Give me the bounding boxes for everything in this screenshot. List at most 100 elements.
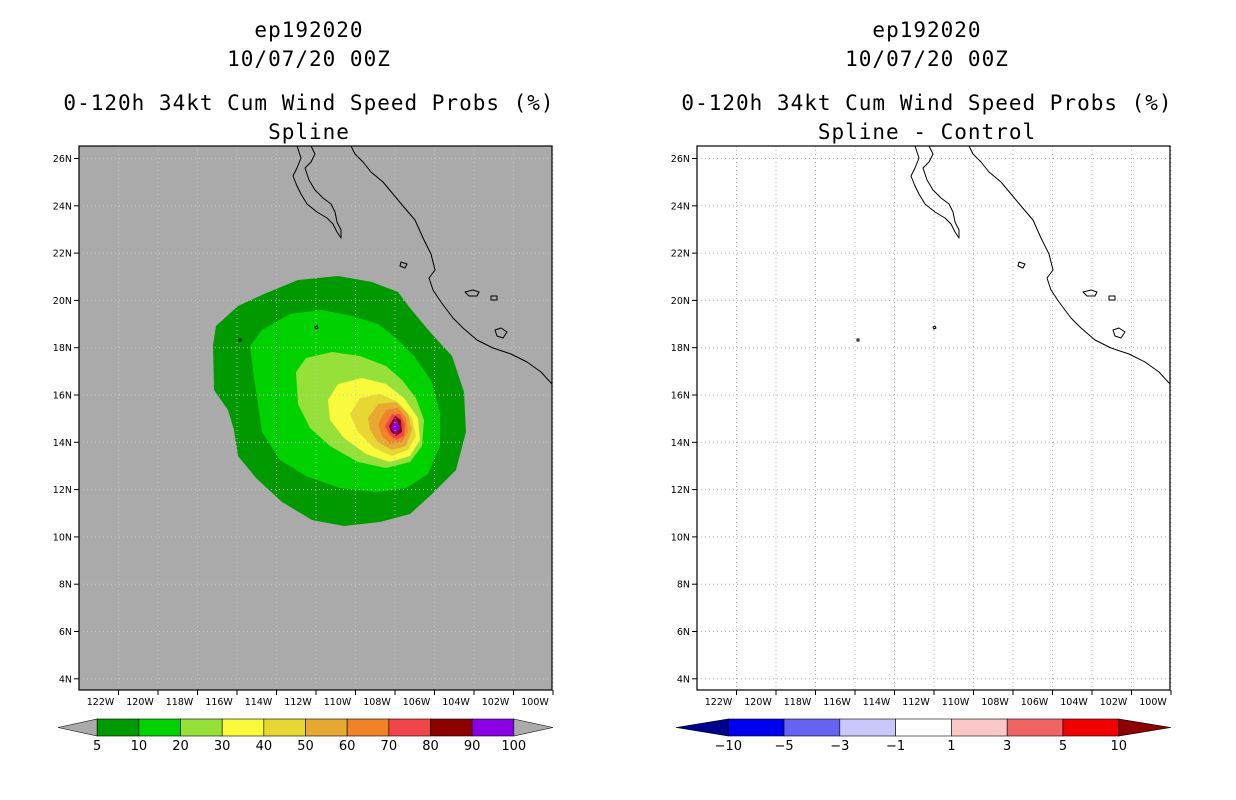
left-product-title: 0-120h 34kt Cum Wind Speed Probs (%) — [63, 91, 555, 115]
right-colorbar-label: 1 — [947, 739, 955, 754]
left-colorbar-swatch — [96, 718, 140, 737]
right-colorbar-label: 10 — [1110, 739, 1127, 754]
lon-tick-label: 108W — [981, 697, 1009, 708]
lat-tick-label: 6N — [59, 627, 72, 638]
lon-tick-label: 104W — [1060, 697, 1088, 708]
lat-tick-label: 20N — [671, 296, 690, 307]
right-gridlines — [697, 146, 1172, 690]
lat-tick-label: 22N — [671, 249, 690, 260]
lat-tick-label: 4N — [59, 674, 72, 685]
lon-tick-label: 112W — [902, 697, 930, 708]
left-panel: ep192020 10/07/20 00Z 0-120h 34kt Cum Wi… — [63, 18, 555, 144]
right-map: 26N 24N 22N 20N 18N 16N 14N 12N 10N 8N 6N 4N 122W 120… — [671, 145, 1172, 754]
left-colorbar-swatch — [138, 718, 181, 737]
island-outline — [932, 325, 937, 330]
left-colorbar-swatch — [221, 718, 265, 737]
lon-tick-label: 100W — [521, 697, 549, 708]
right-colorbar-label: −3 — [830, 739, 849, 754]
left-colorbar-label: 100 — [501, 739, 526, 754]
lat-tick-label: 14N — [671, 438, 690, 449]
island-outline — [1082, 289, 1098, 297]
lat-tick-label: 6N — [677, 627, 690, 638]
left-colorbar: 5 10 20 30 40 50 60 70 80 90 100 — [57, 718, 554, 754]
lat-tick-label: 14N — [53, 438, 72, 449]
right-colorbar: −10 −5 −3 −1 1 3 5 10 — [675, 718, 1172, 754]
coastline-segment — [910, 145, 960, 239]
left-colorbar-label: 80 — [422, 739, 439, 754]
left-colorbar-swatch — [346, 718, 390, 737]
left-colorbar-swatch — [305, 718, 348, 737]
island-outline — [238, 338, 242, 342]
left-colorbar-label: 50 — [297, 739, 314, 754]
left-colorbar-low-arrow — [57, 718, 98, 737]
left-colorbar-swatch — [388, 718, 431, 737]
left-colorbar-label: 70 — [381, 739, 398, 754]
lat-tick-label: 10N — [53, 532, 72, 543]
left-colorbar-swatch — [180, 718, 223, 737]
lon-tick-label: 114W — [863, 697, 891, 708]
lon-tick-label: 110W — [324, 697, 352, 708]
lat-tick-label: 8N — [677, 580, 690, 591]
lat-tick-label: 24N — [671, 201, 690, 212]
right-colorbar-swatch — [1062, 718, 1120, 737]
island-outline — [464, 289, 480, 297]
left-coastline — [238, 145, 553, 385]
coastline-segment — [292, 145, 342, 239]
lat-tick-label: 18N — [671, 343, 690, 354]
right-coastline — [856, 145, 1171, 385]
lon-tick-label: 106W — [403, 697, 431, 708]
left-colorbar-swatch — [430, 718, 473, 737]
lat-tick-label: 18N — [53, 343, 72, 354]
right-subtitle: Spline - Control — [817, 120, 1037, 144]
right-panel: ep192020 10/07/20 00Z 0-120h 34kt Cum Wi… — [618, 0, 1236, 800]
coastline-segment — [350, 145, 553, 385]
left-colorbar-swatch — [471, 718, 515, 737]
right-colorbar-swatch — [783, 718, 841, 737]
lon-tick-label: 106W — [1021, 697, 1049, 708]
lon-tick-label: 118W — [784, 697, 812, 708]
right-colorbar-swatch — [895, 718, 952, 737]
lon-tick-label: 112W — [284, 697, 312, 708]
left-colorbar-label: 90 — [464, 739, 481, 754]
right-datetime: 10/07/20 00Z — [845, 47, 1009, 71]
lon-tick-label: 108W — [363, 697, 391, 708]
lon-tick-label: 104W — [442, 697, 470, 708]
left-gridlines — [79, 146, 554, 690]
island-outline — [494, 327, 508, 339]
right-colorbar-high-arrow — [1118, 718, 1172, 737]
right-colorbar-swatch — [839, 718, 896, 737]
left-colorbar-swatch — [263, 718, 306, 737]
right-colorbar-low-arrow — [675, 718, 729, 737]
lat-tick-label: 10N — [671, 532, 690, 543]
left-colorbar-label: 30 — [214, 739, 231, 754]
lon-tick-label: 122W — [705, 697, 733, 708]
island-outline — [1112, 327, 1126, 339]
island-outline — [490, 295, 498, 301]
left-datetime: 10/07/20 00Z — [227, 47, 391, 71]
lon-tick-label: 120W — [126, 697, 154, 708]
lat-tick-label: 8N — [59, 580, 72, 591]
island-outline — [399, 261, 408, 269]
island-outline — [856, 338, 860, 342]
right-axis-ticks: 26N 24N 22N 20N 18N 16N 14N 12N 10N 8N 6N 4N 122W 120… — [671, 154, 1172, 708]
lat-tick-label: 22N — [53, 249, 72, 260]
island-outline — [314, 325, 319, 330]
left-colorbar-high-arrow — [513, 718, 554, 737]
right-colorbar-label: 3 — [1003, 739, 1011, 754]
lon-tick-label: 110W — [942, 697, 970, 708]
left-storm-id: ep192020 — [254, 18, 364, 42]
right-colorbar-label: −10 — [715, 739, 742, 754]
left-colorbar-label: 60 — [339, 739, 356, 754]
left-colorbar-label: 5 — [93, 739, 101, 754]
lon-tick-label: 102W — [1100, 697, 1128, 708]
lat-tick-label: 20N — [53, 296, 72, 307]
right-colorbar-label: −5 — [774, 739, 793, 754]
island-outline — [1108, 295, 1116, 301]
right-colorbar-swatch — [951, 718, 1008, 737]
lon-tick-label: 118W — [166, 697, 194, 708]
lon-tick-label: 116W — [205, 697, 233, 708]
right-colorbar-label: 5 — [1059, 739, 1067, 754]
lon-tick-label: 120W — [744, 697, 772, 708]
left-colorbar-label: 40 — [256, 739, 273, 754]
lon-tick-label: 114W — [245, 697, 273, 708]
